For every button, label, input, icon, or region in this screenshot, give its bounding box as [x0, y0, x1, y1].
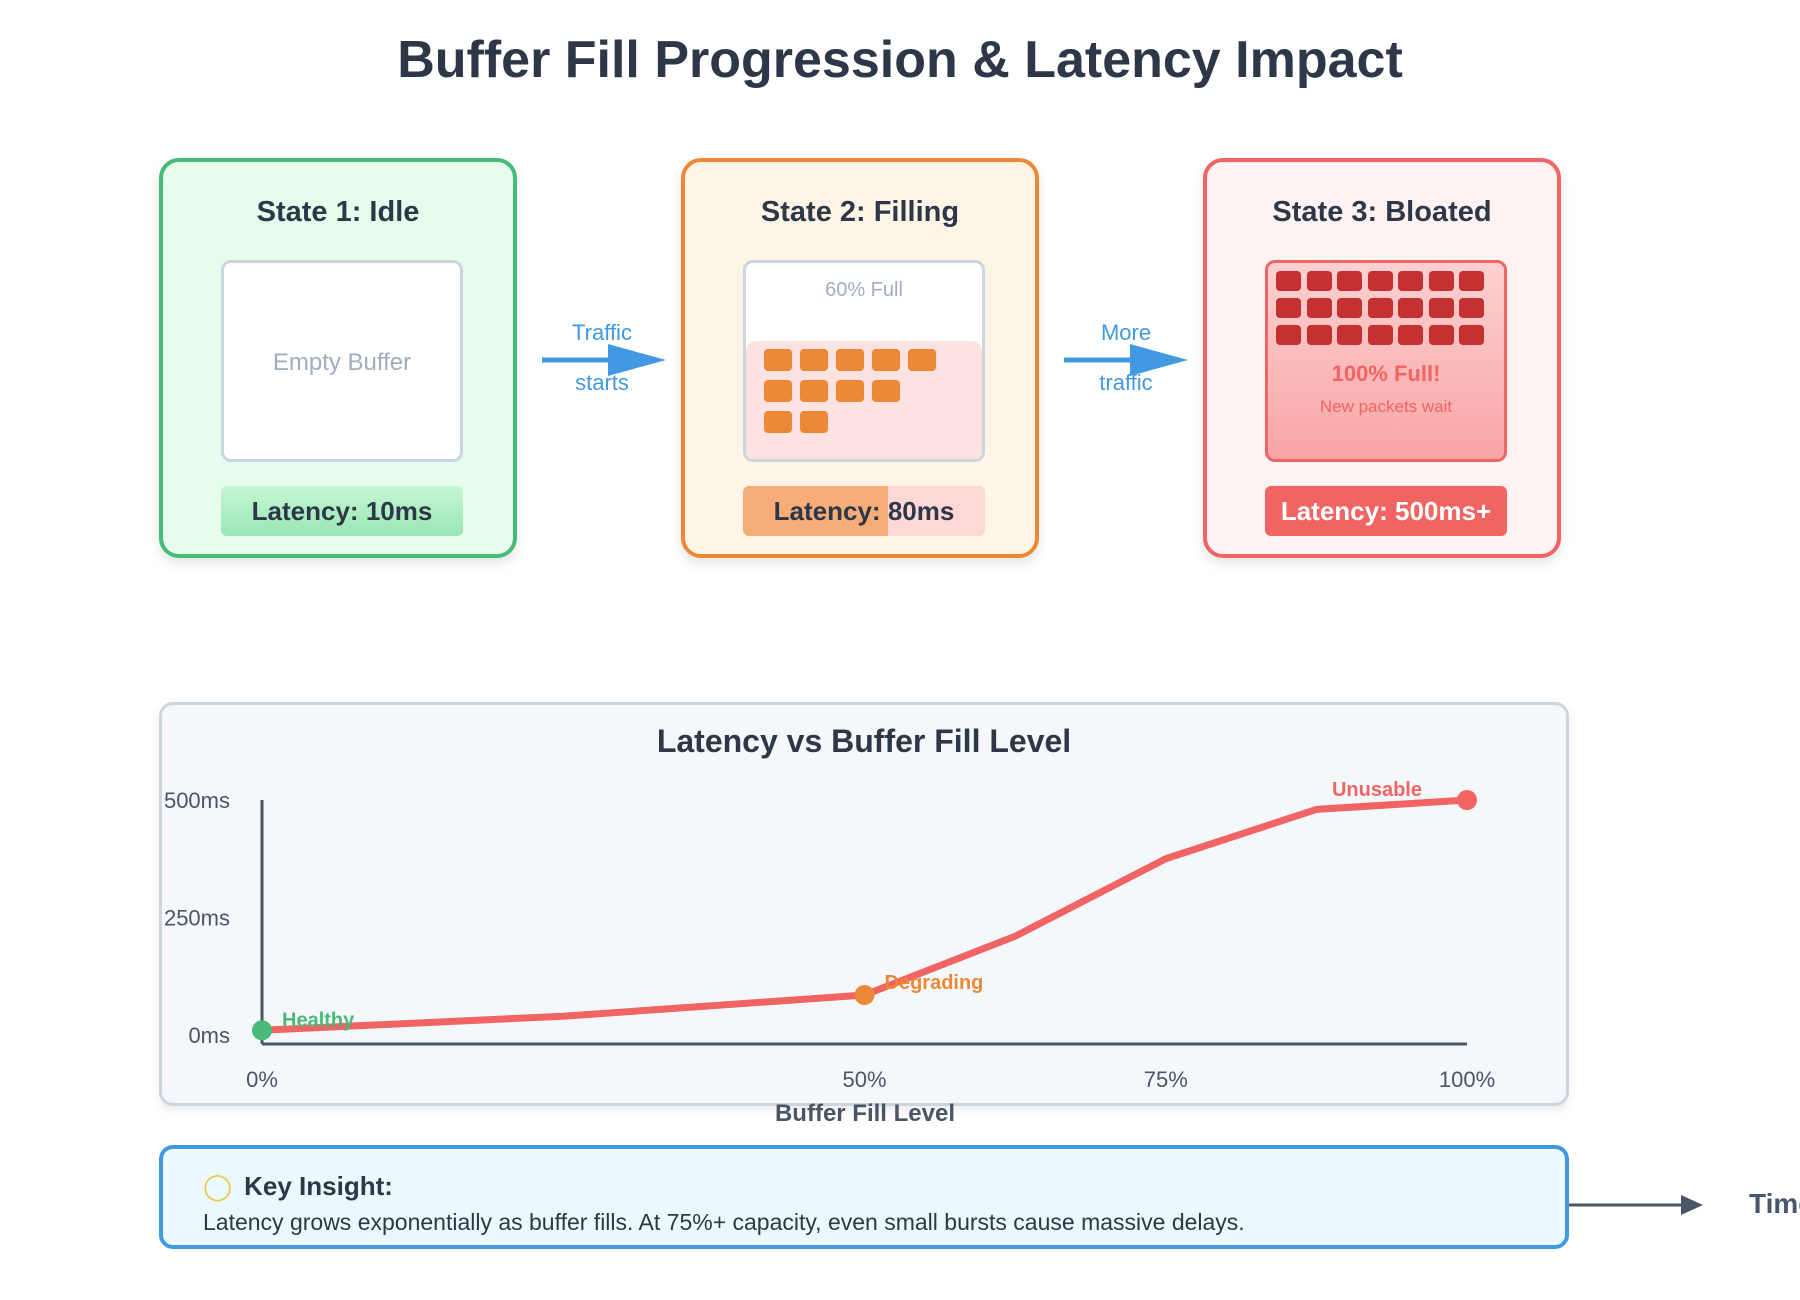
insight-heading-text: Key Insight:	[244, 1171, 393, 1201]
packet	[1398, 271, 1423, 291]
packet	[1428, 271, 1454, 291]
buffer-empty: Empty Buffer	[221, 260, 463, 462]
buffer-label: Empty Buffer	[272, 349, 412, 376]
insight-heading: ◯ Key Insight:	[203, 1171, 393, 1202]
right-arrow-icon	[542, 344, 666, 376]
packet	[1306, 271, 1332, 291]
packet	[800, 380, 828, 403]
packet	[1337, 271, 1362, 291]
lightbulb-icon: ◯	[203, 1171, 233, 1201]
transition-label-2a: More	[1100, 320, 1152, 345]
packet	[1459, 325, 1484, 345]
time-arrow-icon	[1569, 1195, 1703, 1215]
packet	[764, 380, 792, 403]
buffer-filling: 60% Full	[743, 260, 985, 462]
latency-chart-panel: Latency vs Buffer Fill Level	[159, 702, 1569, 1106]
packet	[1459, 271, 1484, 291]
chart-title: Latency vs Buffer Fill Level	[656, 723, 1072, 759]
packet	[1459, 298, 1484, 318]
transition-label-1a: Traffic	[572, 320, 632, 345]
insight-body: Latency grows exponentially as buffer fi…	[203, 1209, 1245, 1235]
packet	[764, 411, 792, 434]
transition-label-1b: starts	[575, 370, 629, 395]
buffer-label: 100% Full!	[1331, 361, 1441, 386]
packet	[908, 349, 936, 372]
state-title: State 3: Bloated	[1272, 196, 1492, 228]
key-insight-box: ◯ Key Insight: Latency grows exponentiall…	[159, 1145, 1569, 1249]
packet	[764, 349, 792, 372]
latency-badge: Latency: 10ms	[221, 486, 463, 536]
packet	[1428, 298, 1454, 318]
packet	[872, 380, 900, 403]
packet	[800, 349, 828, 372]
latency-level-bar	[743, 486, 889, 536]
right-arrow-icon	[1064, 344, 1188, 376]
buffer-fill-level	[746, 341, 982, 459]
packet	[1306, 298, 1332, 318]
packet	[872, 349, 900, 372]
state-card-idle: State 1: Idle Empty Buffer Latency: 10ms	[159, 158, 517, 558]
packet	[1276, 325, 1301, 345]
state-title: State 1: Idle	[256, 196, 420, 228]
state-card-bloated: State 3: Bloated 100% Full! New packets …	[1203, 158, 1561, 558]
latency-badge: Latency: 80ms	[743, 486, 985, 536]
buffer-full: 100% Full! New packets wait	[1265, 260, 1507, 462]
packet	[1367, 271, 1393, 291]
packet	[1337, 325, 1362, 345]
latency-badge: Latency: 500ms+	[1265, 486, 1507, 536]
x-axis-label: Buffer Fill Level	[774, 1100, 956, 1127]
packet	[1398, 325, 1423, 345]
transition-label-2b: traffic	[1099, 370, 1153, 395]
packet	[836, 349, 864, 372]
page-title: Buffer Fill Progression & Latency Impact	[397, 31, 1403, 89]
packet	[1367, 298, 1393, 318]
state-card-filling: State 2: Filling 60% Full Latency: 80ms	[681, 158, 1039, 558]
packet	[800, 411, 828, 434]
packet	[1306, 325, 1332, 345]
packet	[1337, 298, 1362, 318]
time-axis-label: Time	[1749, 1188, 1800, 1219]
buffer-label: 60% Full	[825, 279, 903, 301]
state-title: State 2: Filling	[760, 196, 960, 228]
packet	[1276, 271, 1301, 291]
buffer-sublabel: New packets wait	[1319, 397, 1453, 416]
packet	[836, 380, 864, 403]
packet	[1276, 298, 1301, 318]
packet	[1367, 325, 1393, 345]
packet	[1398, 298, 1423, 318]
latency-text: Latency: 80ms	[773, 496, 955, 526]
packet	[1428, 325, 1454, 345]
